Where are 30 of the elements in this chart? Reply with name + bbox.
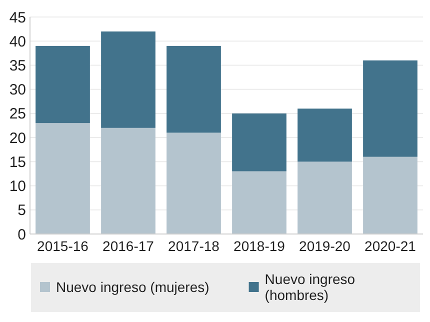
y-tick-label: 35 [9,57,26,74]
y-tick-label: 30 [9,82,26,99]
bar [298,108,352,162]
y-tick-label: 40 [9,33,26,50]
bar [101,31,156,128]
x-tick-label: 2015-16 [37,238,89,254]
bar [166,132,221,234]
x-tick-label: 2016-17 [102,238,154,254]
bar [298,162,352,234]
legend-label: Nuevo ingreso (mujeres) [56,278,210,295]
y-tick-label: 45 [9,9,26,26]
bar [36,123,90,234]
y-tick-label: 15 [9,154,26,171]
y-tick-label: 20 [9,130,26,147]
x-tick-label: 2018-19 [234,238,286,254]
legend-label: Nuevo ingreso (hombres) [264,270,356,303]
bar [232,171,286,234]
bar [36,46,90,124]
bar [232,113,286,172]
x-tick-label: 2017-18 [168,238,220,254]
y-tick-label: 0 [18,226,26,244]
x-tick-label: 2020-21 [364,238,416,254]
bar [363,156,418,234]
bar [101,128,156,234]
y-tick-label: 25 [9,106,26,123]
bar [363,60,418,157]
bar [166,46,221,133]
y-tick-label: 5 [18,202,26,220]
x-tick-label: 2019-20 [299,238,351,254]
y-tick-label: 10 [9,178,26,196]
